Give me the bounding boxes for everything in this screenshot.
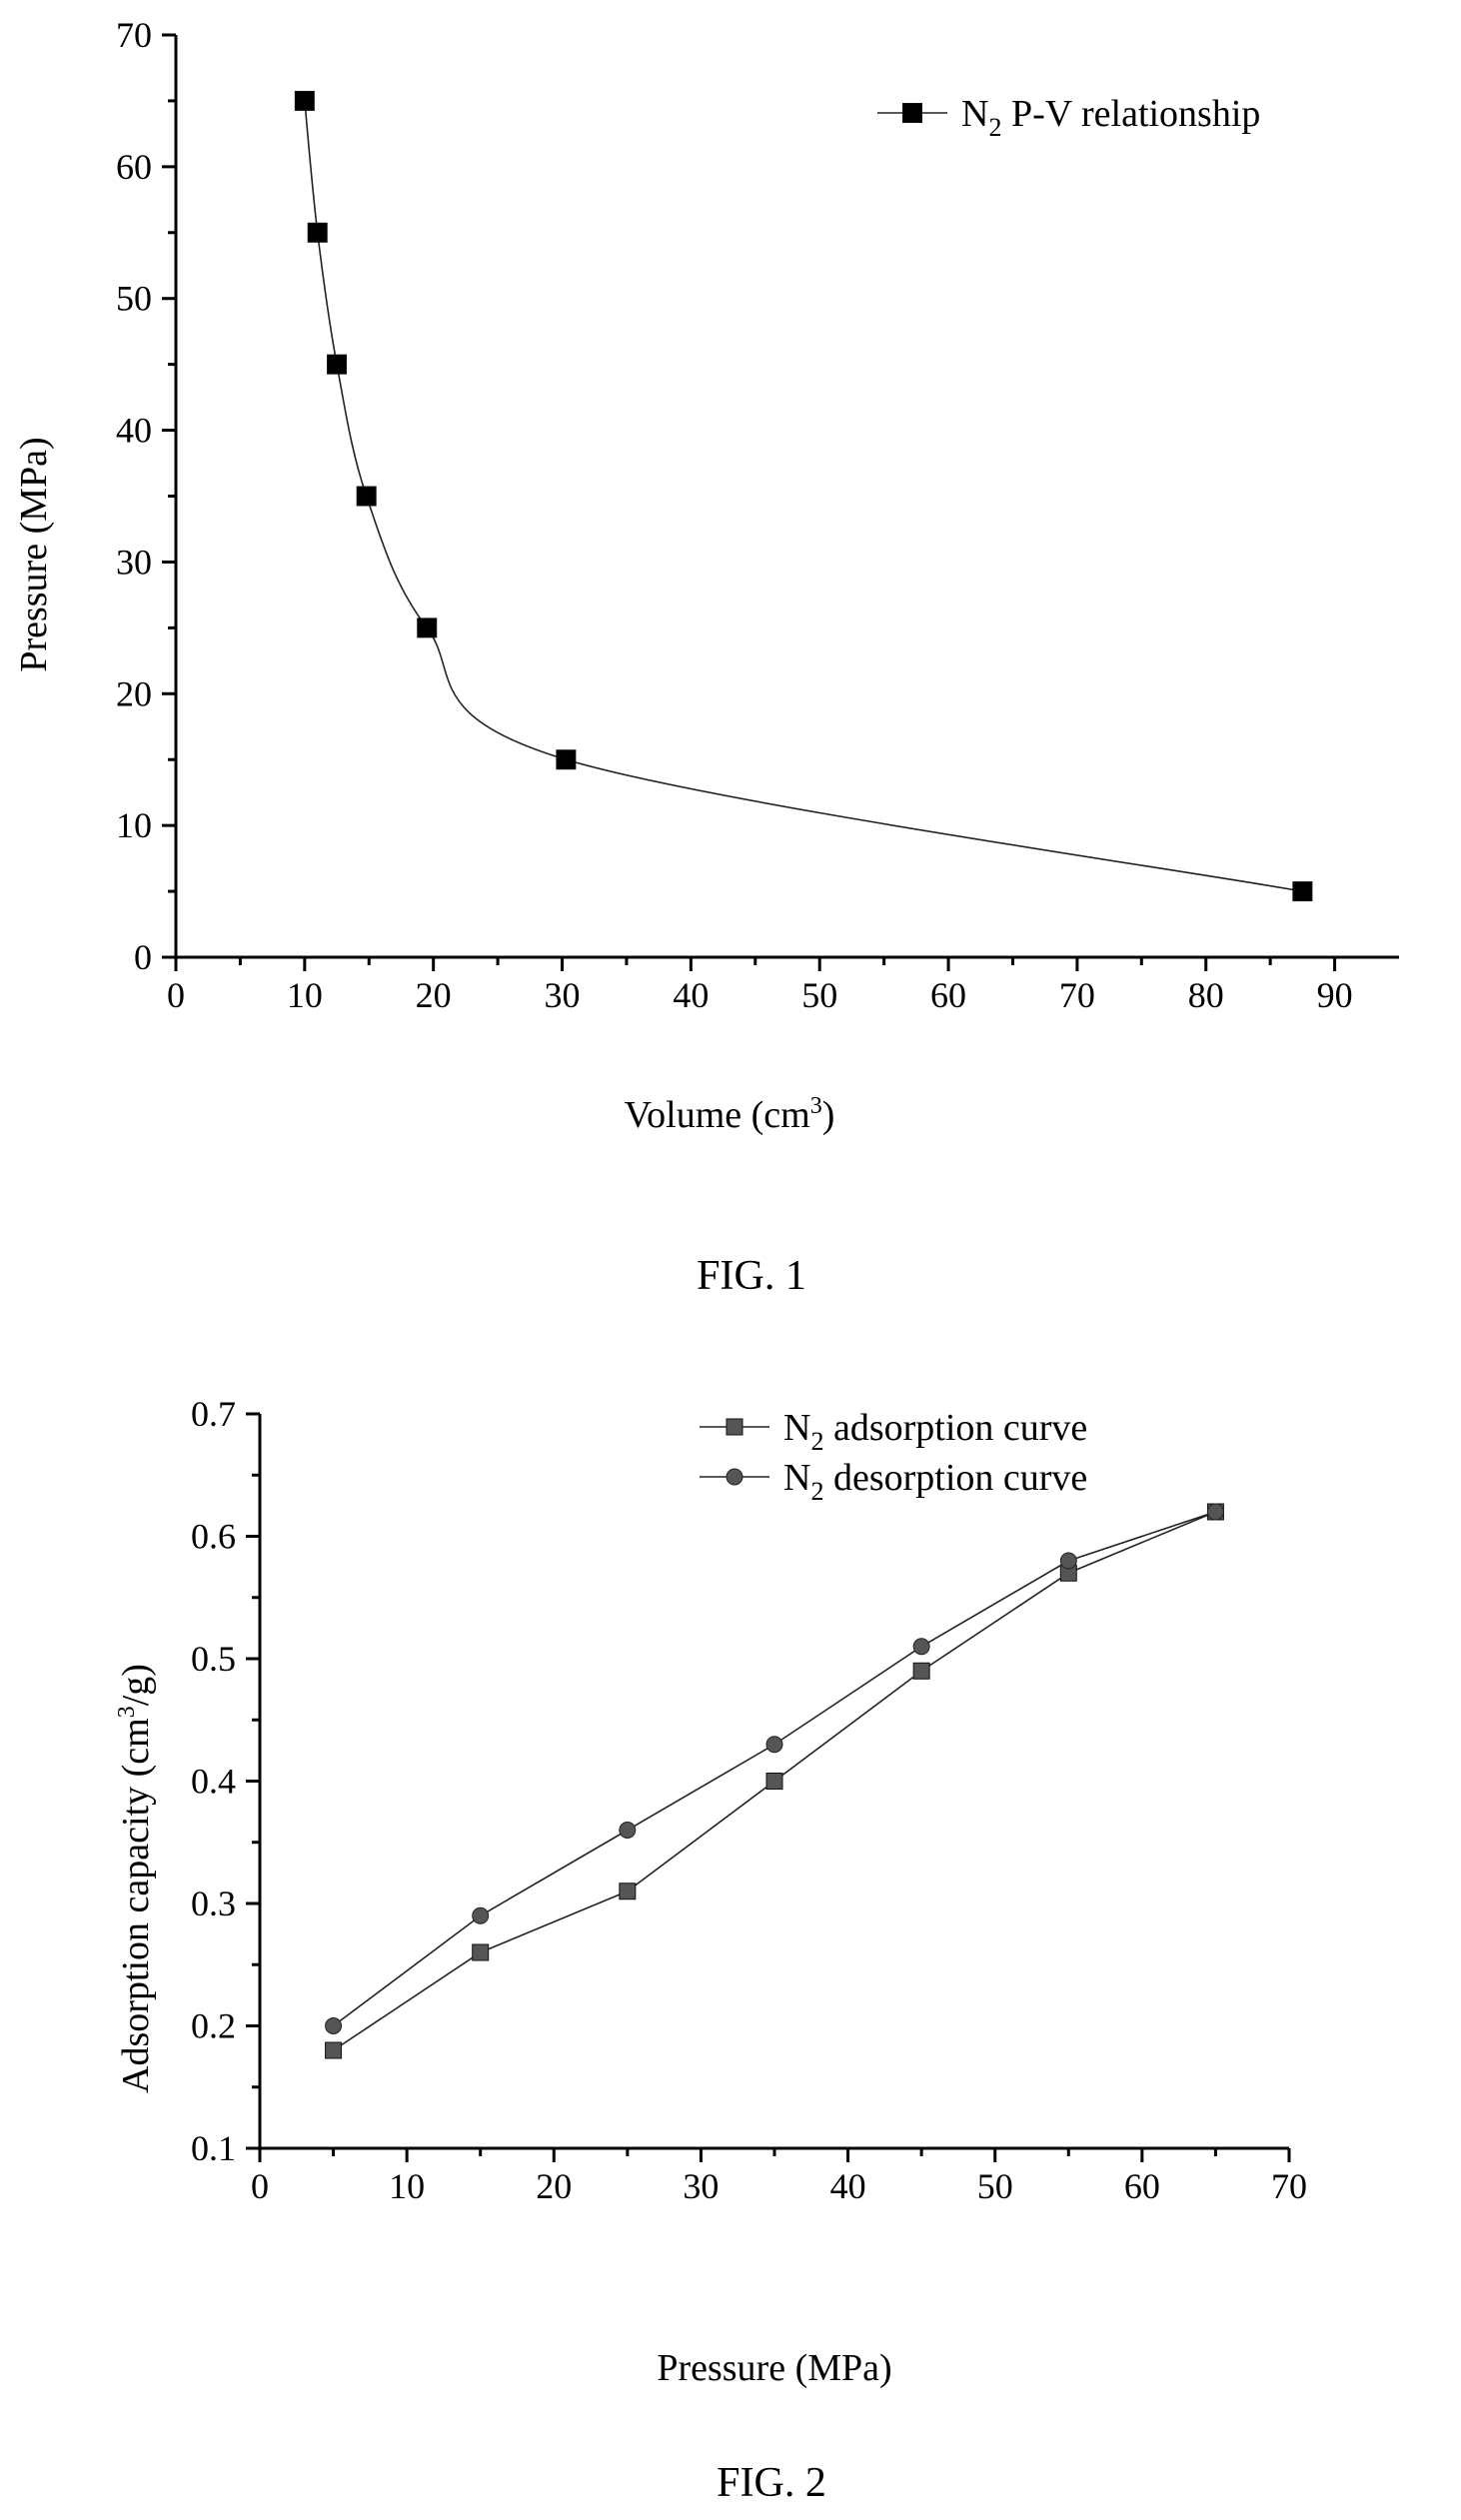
c1-x-tick-label: 90 (1317, 975, 1353, 1015)
chart1-legend: N2 P-V relationship (877, 93, 1260, 142)
c2-y-tick-label: 0.1 (191, 2128, 236, 2168)
c2-y-tick-label: 0.3 (191, 1884, 236, 1923)
c2-y-tick-label: 0.6 (191, 1517, 236, 1557)
c1-data-point (356, 486, 377, 507)
c1-y-tick-label: 60 (116, 147, 152, 187)
chart1-ticks: 0 10 20 30 40 50 60 70 80 90 0 10 20 30 40 50 60 70 (116, 15, 1353, 1015)
c2-data-point (472, 1943, 490, 1961)
c1-data-point (307, 222, 328, 243)
c1-data-point (1292, 881, 1313, 902)
c1-y-tick-label: 40 (116, 411, 152, 451)
c1-legend-marker (902, 103, 922, 123)
c1-x-tick-label: 50 (801, 975, 837, 1015)
c1-y-tick-label: 50 (116, 279, 152, 319)
c2-data-point (325, 2017, 343, 2034)
c2-legend-label: N2 adsorption curve (783, 1407, 1087, 1456)
c2-y-tick-label: 0.4 (191, 1762, 236, 1802)
c1-x-tick-label: 10 (287, 975, 323, 1015)
chart1-x-axis-title: Volume (cm3) (625, 1093, 835, 1136)
chart1-series (294, 90, 1313, 902)
chart1-caption: FIG. 1 (697, 1253, 806, 1299)
c2-x-tick-label: 40 (830, 2166, 866, 2206)
c2-data-point (912, 1662, 930, 1680)
c2-legend-marker (726, 1418, 743, 1436)
chart2-caption: FIG. 2 (717, 2460, 826, 2506)
c1-data-point (417, 618, 438, 638)
c2-data-point (912, 1638, 930, 1656)
c1-data-point (327, 354, 348, 375)
c1-x-tick-label: 0 (167, 975, 185, 1015)
c2-series-line-1 (333, 1511, 1216, 2027)
c1-x-tick-label: 30 (545, 975, 581, 1015)
c1-data-point (294, 90, 315, 111)
c2-x-tick-label: 20 (536, 2166, 572, 2206)
c2-x-tick-label: 10 (389, 2166, 425, 2206)
c1-y-tick-label: 30 (116, 542, 152, 582)
c1-x-tick-label: 20 (416, 975, 452, 1015)
c1-series-line-0 (304, 100, 1303, 892)
c2-x-tick-label: 0 (251, 2166, 269, 2206)
c2-data-point (765, 1773, 783, 1790)
c2-y-tick-label: 0.5 (191, 1639, 236, 1679)
c2-data-point (472, 1906, 490, 1924)
c1-x-tick-label: 80 (1188, 975, 1224, 1015)
c1-x-tick-label: 70 (1059, 975, 1095, 1015)
chart2-x-axis-title: Pressure (MPa) (657, 2347, 891, 2389)
chart2-series (325, 1503, 1224, 2059)
c2-data-point (1206, 1503, 1224, 1521)
c1-y-tick-label: 10 (116, 805, 152, 845)
chart2-y-axis-title: Adsorption capacity (cm3/g) (114, 1664, 157, 2093)
c1-data-point (556, 749, 577, 770)
c2-x-tick-label: 50 (977, 2166, 1013, 2206)
c1-y-tick-label: 20 (116, 673, 152, 713)
c1-x-tick-label: 40 (673, 975, 709, 1015)
chart1-y-axis-title: Pressure (MPa) (13, 437, 55, 671)
chart-fig1: 0 10 20 30 40 50 60 70 80 90 0 10 20 30 40 50 60 70 N2 P-… (13, 15, 1399, 1299)
c2-x-tick-label: 70 (1271, 2166, 1307, 2206)
chart2-ticks: 0 10 20 30 40 50 60 70 0.1 0.2 0.3 0.4 0.5 0.6 0.7 (191, 1394, 1307, 2206)
c2-y-tick-label: 0.7 (191, 1394, 236, 1434)
c2-legend-marker (726, 1468, 743, 1486)
c2-data-point (765, 1736, 783, 1754)
c2-data-point (619, 1883, 637, 1900)
c2-x-tick-label: 60 (1124, 2166, 1160, 2206)
c2-data-point (325, 2041, 343, 2059)
c2-data-point (619, 1822, 637, 1839)
c1-x-tick-label: 60 (930, 975, 966, 1015)
c2-legend-label: N2 desorption curve (783, 1457, 1087, 1506)
c1-y-tick-label: 0 (134, 937, 152, 977)
c2-x-tick-label: 30 (683, 2166, 719, 2206)
c1-legend-label: N2 P-V relationship (961, 93, 1260, 142)
c2-data-point (1059, 1552, 1077, 1570)
c2-y-tick-label: 0.2 (191, 2006, 236, 2046)
c1-y-tick-label: 70 (116, 15, 152, 55)
chart-fig2: 0 10 20 30 40 50 60 70 0.1 0.2 0.3 0.4 0.5 0.6 0.7 N2 … (114, 1394, 1307, 2506)
